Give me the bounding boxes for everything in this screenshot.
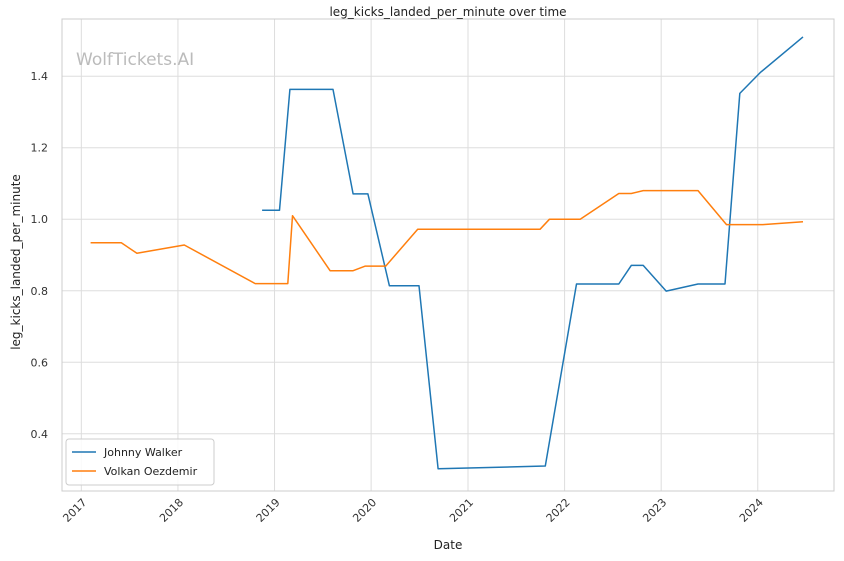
y-axis-label: leg_kicks_landed_per_minute <box>9 174 23 350</box>
y-tick-labels: 0.4 0.6 0.8 1.0 1.2 1.4 <box>31 70 49 441</box>
y-tick-label: 0.8 <box>31 285 49 298</box>
x-axis-label: Date <box>434 538 463 552</box>
y-tick-label: 0.6 <box>31 356 49 369</box>
y-tick-label: 1.4 <box>31 70 49 83</box>
chart-title: leg_kicks_landed_per_minute over time <box>329 5 566 19</box>
legend: Johnny Walker Volkan Oezdemir <box>65 438 215 486</box>
y-tick-label: 1.2 <box>31 142 49 155</box>
x-gridlines <box>80 19 759 491</box>
watermark: WolfTickets.AI <box>76 50 194 70</box>
y-gridlines <box>62 75 834 435</box>
legend-box <box>65 438 215 486</box>
plot-frame <box>61 18 835 492</box>
series-lines <box>90 36 804 470</box>
series-line-johnny-walker <box>262 36 804 470</box>
legend-label-johnny-walker: Johnny Walker <box>103 446 183 459</box>
y-tick-label: 0.4 <box>31 428 49 441</box>
y-tick-label: 1.0 <box>31 213 49 226</box>
legend-label-volkan-oezdemir: Volkan Oezdemir <box>104 465 198 478</box>
series-line-volkan-oezdemir <box>90 189 804 285</box>
